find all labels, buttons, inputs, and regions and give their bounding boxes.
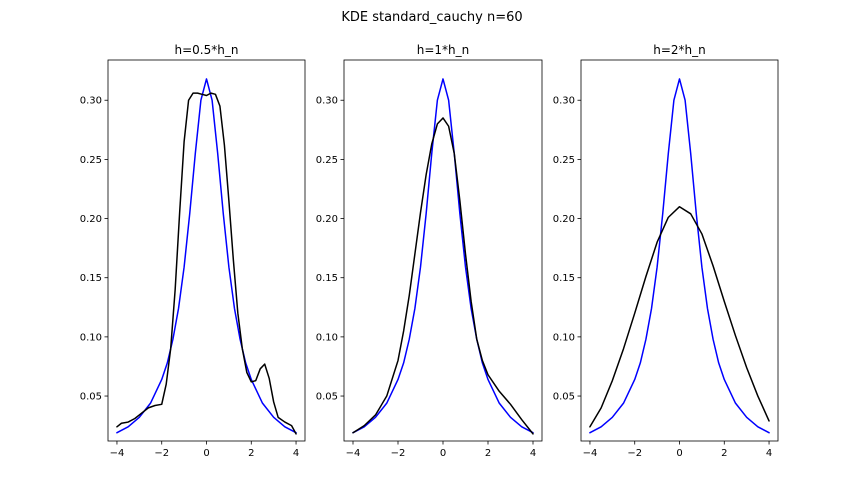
x-tick-label: 2 (485, 448, 491, 459)
subplot-title: h=2*h_n (653, 43, 706, 57)
x-tick-label: −4 (583, 448, 598, 459)
x-tick-label: −2 (627, 448, 642, 459)
y-tick-label: 0.05 (553, 392, 575, 403)
y-tick-label: 0.20 (316, 214, 338, 225)
x-tick-label: −2 (391, 448, 406, 459)
kde-line (589, 205, 770, 428)
x-tick-label: −2 (154, 448, 169, 459)
y-tick-label: 0.25 (80, 155, 102, 166)
x-tick-label: −4 (110, 448, 125, 459)
y-tick-label: 0.05 (80, 392, 102, 403)
x-tick-label: 0 (203, 448, 209, 459)
axes-frame (107, 59, 306, 442)
kde-line (352, 117, 534, 435)
true-density-line (116, 78, 297, 434)
y-tick-label: 0.10 (80, 332, 102, 343)
axes-frame (343, 59, 543, 442)
subplot-title: h=1*h_n (417, 43, 470, 57)
x-tick-label: 0 (440, 448, 446, 459)
y-tick-label: 0.30 (553, 96, 575, 107)
x-tick-label: 0 (676, 448, 682, 459)
y-tick-label: 0.30 (316, 96, 338, 107)
y-tick-label: 0.10 (553, 332, 575, 343)
y-tick-label: 0.25 (553, 155, 575, 166)
y-tick-label: 0.15 (316, 273, 338, 284)
y-tick-label: 0.10 (316, 332, 338, 343)
subplot-2: h=1*h_n −4 −2 0 2 4 0.05 0.10 0.15 0.20 0.25 0.30 (316, 43, 543, 459)
y-tick-label: 0.15 (80, 273, 102, 284)
subplots: h=0.5*h_n −4 −2 0 2 4 0.05 0.10 0.15 0.20 0.25 0.30… (80, 43, 779, 459)
x-tick-label: 2 (248, 448, 254, 459)
subplot-title: h=0.5*h_n (175, 43, 239, 57)
x-tick-label: −4 (346, 448, 361, 459)
y-tick-label: 0.25 (316, 155, 338, 166)
y-tick-label: 0.20 (553, 214, 575, 225)
x-tick-label: 4 (766, 448, 772, 459)
x-tick-label: 2 (721, 448, 727, 459)
y-tick-label: 0.05 (316, 392, 338, 403)
subplot-3: h=2*h_n −4 −2 0 2 4 0.05 0.10 0.15 0.20 0.25 0.30 (553, 43, 779, 459)
true-density-line (589, 78, 770, 434)
y-tick-label: 0.15 (553, 273, 575, 284)
subplot-1: h=0.5*h_n −4 −2 0 2 4 0.05 0.10 0.15 0.20 0.25 0.30 (80, 43, 306, 459)
kde-line (116, 92, 297, 435)
y-tick-label: 0.20 (80, 214, 102, 225)
x-tick-label: 4 (293, 448, 299, 459)
y-tick-label: 0.30 (80, 96, 102, 107)
figure-title: KDE standard_cauchy n=60 (341, 10, 522, 25)
true-density-line (352, 78, 534, 434)
x-tick-label: 4 (530, 448, 536, 459)
